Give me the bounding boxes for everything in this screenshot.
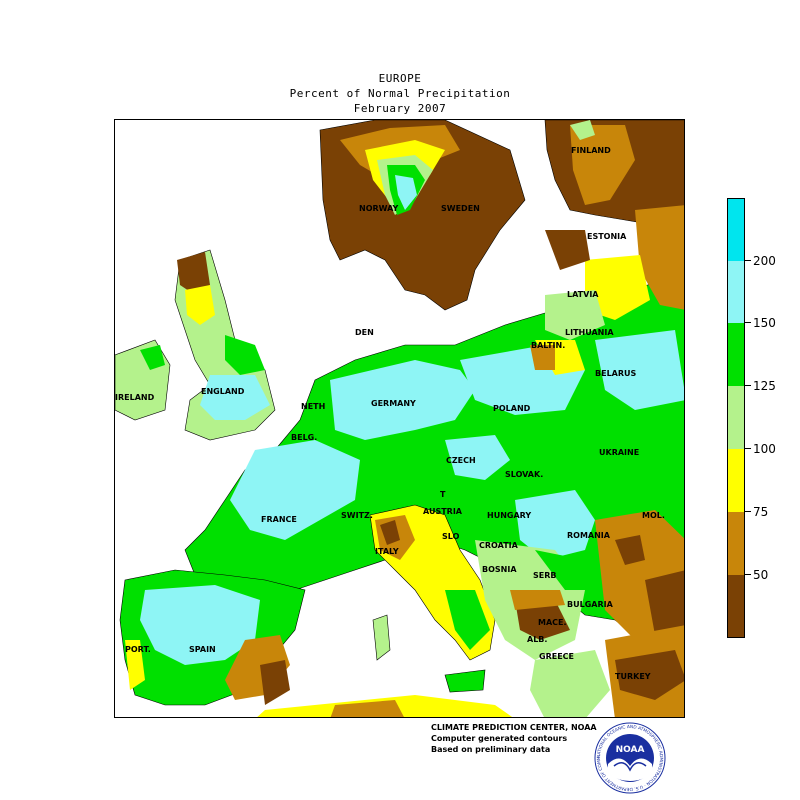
label-finland: FINLAND [571, 146, 611, 155]
label-czech: CZECH [446, 456, 476, 465]
label-portugal: PORT. [125, 645, 151, 654]
legend-band-above-200 [728, 199, 744, 261]
map-period: February 2007 [353, 102, 447, 115]
legend-band-100-125 [728, 386, 744, 449]
label-greece: GREECE [539, 652, 574, 661]
label-romania: ROMANIA [567, 531, 610, 540]
legend-label-50: 50 [753, 568, 769, 582]
color-legend [727, 198, 745, 638]
label-netherlands: NETH [301, 402, 326, 411]
label-slovakia: SLOVAK. [505, 470, 544, 479]
label-turkey: TURKEY [615, 672, 651, 681]
map-canvas [115, 120, 684, 717]
legend-label-150: 150 [753, 316, 776, 330]
label-slovenia: SLO [442, 532, 460, 541]
map-subtitle: Percent of Normal Precipitation [289, 87, 511, 100]
label-belarus: BELARUS [595, 369, 637, 378]
label-albania: ALB. [527, 635, 548, 644]
legend-band-75-100 [728, 449, 744, 512]
label-moldova: MOL. [642, 511, 665, 520]
label-kaliningrad: BALTIN. [531, 341, 566, 350]
noaa-logo: NOAA NATIONAL OCEANIC AND ATMOSPHERIC AD… [592, 718, 666, 794]
legend-label-200: 200 [753, 254, 776, 268]
legend-label-100: 100 [753, 442, 776, 456]
label-spain: SPAIN [189, 645, 216, 654]
label-germany: GERMANY [371, 399, 416, 408]
label-croatia: CROATIA [479, 541, 518, 550]
label-france: FRANCE [261, 515, 297, 524]
label-estonia: ESTONIA [587, 232, 627, 241]
label-bosnia: BOSNIA [482, 565, 517, 574]
label-lithuania: LITHUANIA [565, 328, 614, 337]
label-ukraine: UKRAINE [599, 448, 640, 457]
legend-band-150-200 [728, 261, 744, 323]
credit-note: Based on preliminary data [431, 745, 551, 754]
label-macedonia: MACE. [538, 618, 567, 627]
legend-band-125-150 [728, 323, 744, 386]
label-italy: ITALY [375, 547, 399, 556]
credit-source: CLIMATE PREDICTION CENTER, NOAA [431, 723, 597, 732]
legend-band-50-75 [728, 512, 744, 575]
credits-block: CLIMATE PREDICTION CENTER, NOAA Computer… [431, 722, 597, 755]
label-ireland: IRELAND [115, 393, 155, 402]
credit-method: Computer generated contours [431, 734, 568, 743]
label-poland: POLAND [493, 404, 531, 413]
label-bulgaria: BULGARIA [567, 600, 613, 609]
label-belgium: BELG. [291, 433, 318, 442]
label-hungary: HUNGARY [487, 511, 532, 520]
legend-label-75: 75 [753, 505, 769, 519]
label-serbia: SERB [533, 571, 557, 580]
label-latvia: LATVIA [567, 290, 599, 299]
label-england: ENGLAND [201, 387, 245, 396]
label-denmark: DEN [355, 328, 374, 337]
precipitation-map: FINLAND NORWAY SWEDEN ESTONIA LATVIA LIT… [114, 119, 685, 718]
label-switzerland: SWITZ. [341, 511, 373, 520]
map-title: EUROPE [378, 72, 422, 85]
noaa-logo-text: NOAA [616, 745, 645, 755]
label-austria: AUSTRIA [423, 507, 462, 516]
label-norway: NORWAY [359, 204, 399, 213]
landmass-base [115, 120, 684, 717]
legend-label-125: 125 [753, 379, 776, 393]
label-t: T [440, 490, 446, 499]
legend-band-below-50 [728, 575, 744, 637]
label-sweden: SWEDEN [441, 204, 480, 213]
